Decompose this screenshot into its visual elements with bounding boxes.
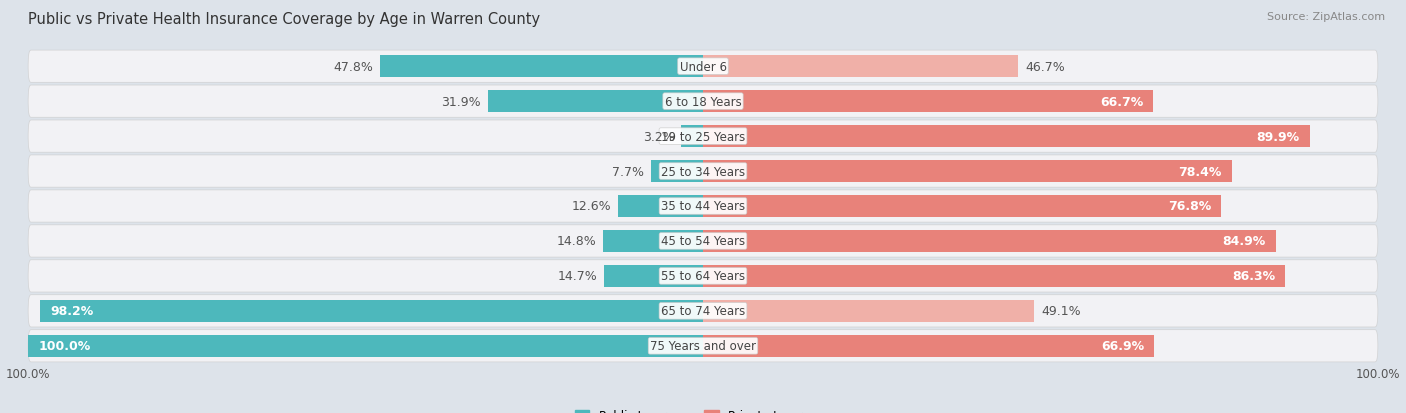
Text: Under 6: Under 6 [679,61,727,74]
Bar [651,161,703,183]
FancyBboxPatch shape [28,225,1378,257]
Text: 65 to 74 Years: 65 to 74 Years [661,305,745,318]
Text: 47.8%: 47.8% [333,61,374,74]
Bar [703,126,1310,147]
Text: 45 to 54 Years: 45 to 54 Years [661,235,745,248]
Bar [41,300,703,322]
Text: 66.9%: 66.9% [1101,339,1144,352]
Text: 76.8%: 76.8% [1168,200,1211,213]
Text: 14.7%: 14.7% [557,270,598,283]
FancyBboxPatch shape [28,295,1378,327]
Text: Source: ZipAtlas.com: Source: ZipAtlas.com [1267,12,1385,22]
FancyBboxPatch shape [28,260,1378,292]
Bar [682,126,703,147]
Bar [488,91,703,113]
Bar [28,335,703,357]
Text: 55 to 64 Years: 55 to 64 Years [661,270,745,283]
Bar [703,161,1232,183]
Text: 100.0%: 100.0% [38,339,90,352]
FancyBboxPatch shape [28,190,1378,223]
Bar [381,56,703,78]
FancyBboxPatch shape [28,121,1378,153]
Bar [619,196,703,217]
Text: 98.2%: 98.2% [51,305,94,318]
Text: 6 to 18 Years: 6 to 18 Years [665,95,741,108]
Text: 86.3%: 86.3% [1232,270,1275,283]
FancyBboxPatch shape [28,86,1378,118]
Text: 7.7%: 7.7% [612,165,644,178]
Text: 31.9%: 31.9% [441,95,481,108]
Text: 78.4%: 78.4% [1178,165,1222,178]
FancyBboxPatch shape [28,330,1378,362]
Bar [603,230,703,252]
Text: 12.6%: 12.6% [572,200,612,213]
Text: 3.2%: 3.2% [643,130,675,143]
Bar [703,196,1222,217]
Text: 46.7%: 46.7% [1025,61,1064,74]
Text: Public vs Private Health Insurance Coverage by Age in Warren County: Public vs Private Health Insurance Cover… [28,12,540,27]
Text: 84.9%: 84.9% [1223,235,1265,248]
Text: 25 to 34 Years: 25 to 34 Years [661,165,745,178]
Text: 19 to 25 Years: 19 to 25 Years [661,130,745,143]
Bar [703,335,1154,357]
Text: 49.1%: 49.1% [1040,305,1081,318]
Text: 75 Years and over: 75 Years and over [650,339,756,352]
Text: 35 to 44 Years: 35 to 44 Years [661,200,745,213]
Text: 66.7%: 66.7% [1099,95,1143,108]
Bar [603,266,703,287]
Text: 89.9%: 89.9% [1257,130,1299,143]
Bar [703,230,1277,252]
FancyBboxPatch shape [28,156,1378,188]
FancyBboxPatch shape [28,51,1378,83]
Bar [703,56,1018,78]
Text: 14.8%: 14.8% [557,235,596,248]
Bar [703,266,1285,287]
Legend: Public Insurance, Private Insurance: Public Insurance, Private Insurance [571,404,835,413]
Bar [703,91,1153,113]
Bar [703,300,1035,322]
